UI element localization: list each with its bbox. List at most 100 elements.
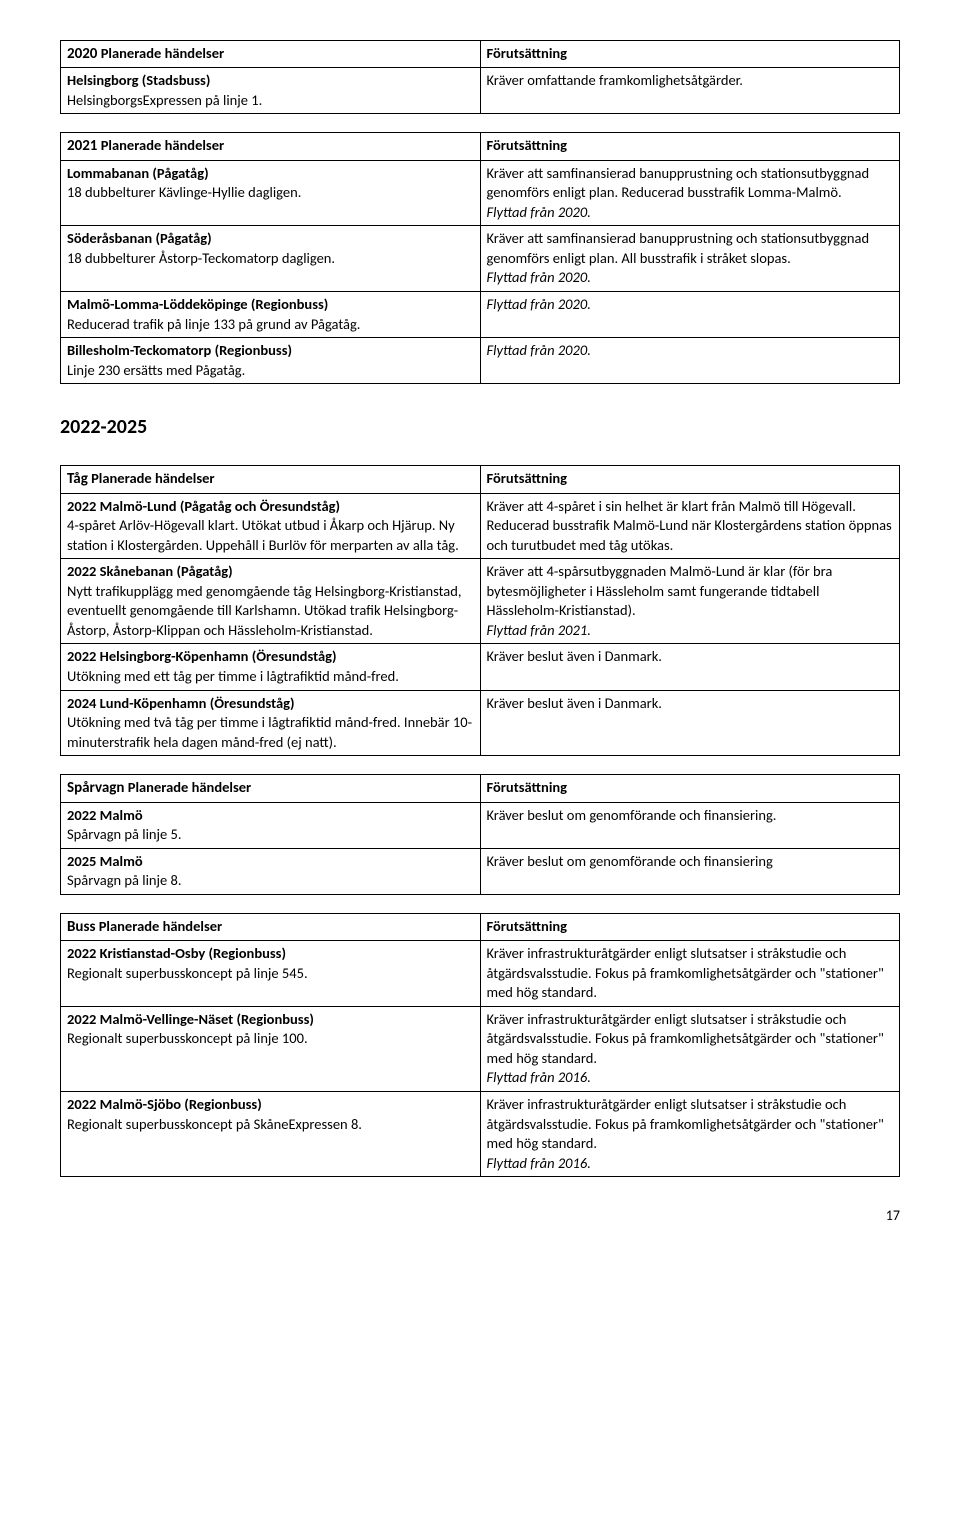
row-italic: Flyttad från 2020.: [487, 203, 894, 223]
header-strong: Spårvagn: [67, 779, 124, 797]
row-title: Helsingborg (Stadsbuss): [67, 71, 474, 91]
cell-left: 2022 Helsingborg-Köpenhamn (Öresundståg)…: [61, 644, 481, 690]
cell-right: Kräver infrastrukturåtgärder enligt slut…: [480, 1091, 900, 1176]
row-body: Reducerad trafik på linje 133 på grund a…: [67, 315, 474, 335]
cell-left: 2022 Kristianstad-Osby (Regionbuss) Regi…: [61, 941, 481, 1007]
row-body: Kräver att samfinansierad banupprustning…: [487, 229, 894, 268]
table-2020: 2020 Planerade händelser Förutsättning H…: [60, 40, 900, 114]
row-body: Utökning med två tåg per timme i lågtraf…: [67, 713, 474, 752]
header-strong: 2021: [67, 137, 97, 155]
row-title: 2025 Malmö: [67, 852, 474, 872]
cell-left: Söderåsbanan (Pågatåg) 18 dubbelturer Ås…: [61, 226, 481, 292]
cell-left: 2024 Lund-Köpenhamn (Öresundståg) Utökni…: [61, 690, 481, 756]
cell-right: Kräver infrastrukturåtgärder enligt slut…: [480, 1006, 900, 1091]
header-strong: Tåg: [67, 470, 88, 488]
table-row: Söderåsbanan (Pågatåg) 18 dubbelturer Ås…: [61, 226, 900, 292]
row-body: Kräver infrastrukturåtgärder enligt slut…: [487, 944, 894, 1003]
cell-left: 2022 Malmö-Sjöbo (Regionbuss) Regionalt …: [61, 1091, 481, 1176]
row-title: Söderåsbanan (Pågatåg): [67, 229, 474, 249]
header-cell: Förutsättning: [480, 466, 900, 493]
row-title: 2022 Malmö: [67, 806, 474, 826]
row-body: Kräver omfattande framkomlighetsåtgärder…: [487, 71, 894, 91]
row-body: Utökning med ett tåg per timme i lågtraf…: [67, 667, 474, 687]
cell-right: Kräver omfattande framkomlighetsåtgärder…: [480, 68, 900, 114]
header-rest: Planerade händelser: [88, 469, 215, 487]
header-cell: Spårvagn Planerade händelser: [61, 775, 481, 802]
row-body: Regionalt superbusskoncept på linje 545.: [67, 964, 474, 984]
table-row: Malmö-Lomma-Löddeköpinge (Regionbuss) Re…: [61, 292, 900, 338]
row-italic: Flyttad från 2020.: [487, 268, 894, 288]
table-row: 2022 Malmö-Vellinge-Näset (Regionbuss) R…: [61, 1006, 900, 1091]
row-body: 4-spåret Arlöv-Högevall klart. Utökat ut…: [67, 516, 474, 555]
header-rest: Planerade händelser: [95, 917, 222, 935]
row-italic: Flyttad från 2016.: [487, 1154, 894, 1174]
cell-left: 2025 Malmö Spårvagn på linje 8.: [61, 848, 481, 894]
row-body: Kräver beslut om genomförande och finans…: [487, 806, 894, 826]
table-row: Billesholm-Teckomatorp (Regionbuss) Linj…: [61, 338, 900, 384]
page-number: 17: [60, 1207, 900, 1226]
table-row: 2025 Malmö Spårvagn på linje 8. Kräver b…: [61, 848, 900, 894]
cell-right: Kräver beslut om genomförande och finans…: [480, 802, 900, 848]
cell-right: Kräver beslut även i Danmark.: [480, 644, 900, 690]
row-body: Linje 230 ersätts med Pågatåg.: [67, 361, 474, 381]
table-row: 2022 Helsingborg-Köpenhamn (Öresundståg)…: [61, 644, 900, 690]
row-title: 2022 Kristianstad-Osby (Regionbuss): [67, 944, 474, 964]
header-strong: Buss: [67, 918, 95, 936]
table-row: 2022 Kristianstad-Osby (Regionbuss) Regi…: [61, 941, 900, 1007]
row-body: Kräver att 4-spåret i sin helhet är klar…: [487, 497, 894, 556]
header-cell: Tåg Planerade händelser: [61, 466, 481, 493]
header-cell: 2021 Planerade händelser: [61, 133, 481, 160]
header-cell: Förutsättning: [480, 133, 900, 160]
cell-left: 2022 Malmö Spårvagn på linje 5.: [61, 802, 481, 848]
table-row: 2022 Skånebanan (Pågatåg) Nytt trafikupp…: [61, 559, 900, 644]
cell-left: Lommabanan (Pågatåg) 18 dubbelturer Kävl…: [61, 160, 481, 226]
table-row: 2024 Lund-Köpenhamn (Öresundståg) Utökni…: [61, 690, 900, 756]
cell-left: Billesholm-Teckomatorp (Regionbuss) Linj…: [61, 338, 481, 384]
row-title: 2022 Skånebanan (Pågatåg): [67, 562, 474, 582]
row-body: Spårvagn på linje 5.: [67, 825, 474, 845]
header-cell: Förutsättning: [480, 913, 900, 940]
table-row: 2022 Malmö-Lund (Pågatåg och Öresundståg…: [61, 493, 900, 559]
row-italic: Flyttad från 2020.: [487, 341, 894, 361]
row-title: 2022 Malmö-Vellinge-Näset (Regionbuss): [67, 1010, 474, 1030]
row-body: Kräver beslut även i Danmark.: [487, 694, 894, 714]
row-body: Kräver att 4-spårsutbyggnaden Malmö-Lund…: [487, 562, 894, 621]
row-body: HelsingborgsExpressen på linje 1.: [67, 91, 474, 111]
cell-right: Flyttad från 2020.: [480, 338, 900, 384]
table-row: 2022 Malmö-Sjöbo (Regionbuss) Regionalt …: [61, 1091, 900, 1176]
header-cell: Förutsättning: [480, 775, 900, 802]
header-cell: Förutsättning: [480, 41, 900, 68]
row-body: 18 dubbelturer Åstorp-Teckomatorp daglig…: [67, 249, 474, 269]
cell-right: Kräver beslut även i Danmark.: [480, 690, 900, 756]
row-body: Kräver beslut även i Danmark.: [487, 647, 894, 667]
row-title: Malmö-Lomma-Löddeköpinge (Regionbuss): [67, 295, 474, 315]
cell-left: Helsingborg (Stadsbuss) HelsingborgsExpr…: [61, 68, 481, 114]
cell-left: Malmö-Lomma-Löddeköpinge (Regionbuss) Re…: [61, 292, 481, 338]
table-buss: Buss Planerade händelser Förutsättning 2…: [60, 913, 900, 1177]
table-row: Helsingborg (Stadsbuss) HelsingborgsExpr…: [61, 68, 900, 114]
table-row: Lommabanan (Pågatåg) 18 dubbelturer Kävl…: [61, 160, 900, 226]
row-italic: Flyttad från 2021.: [487, 621, 894, 641]
cell-right: Kräver att samfinansierad banupprustning…: [480, 226, 900, 292]
row-title: 2022 Helsingborg-Köpenhamn (Öresundståg): [67, 647, 474, 667]
row-body: Regionalt superbusskoncept på linje 100.: [67, 1029, 474, 1049]
cell-right: Kräver att 4-spårsutbyggnaden Malmö-Lund…: [480, 559, 900, 644]
header-rest: Planerade händelser: [97, 44, 224, 62]
row-body: Regionalt superbusskoncept på SkåneExpre…: [67, 1115, 474, 1135]
header-cell: 2020 Planerade händelser: [61, 41, 481, 68]
row-title: Lommabanan (Pågatåg): [67, 164, 474, 184]
cell-right: Kräver att samfinansierad banupprustning…: [480, 160, 900, 226]
table-tag: Tåg Planerade händelser Förutsättning 20…: [60, 465, 900, 756]
row-title: 2022 Malmö-Sjöbo (Regionbuss): [67, 1095, 474, 1115]
cell-right: Kräver infrastrukturåtgärder enligt slut…: [480, 941, 900, 1007]
cell-left: 2022 Skånebanan (Pågatåg) Nytt trafikupp…: [61, 559, 481, 644]
header-rest: Planerade händelser: [97, 136, 224, 154]
header-strong: 2020: [67, 45, 97, 63]
header-rest: Planerade händelser: [124, 778, 251, 796]
row-body: Kräver att samfinansierad banupprustning…: [487, 164, 894, 203]
table-2021: 2021 Planerade händelser Förutsättning L…: [60, 132, 900, 384]
row-body: Nytt trafikupplägg med genomgående tåg H…: [67, 582, 474, 641]
table-row: 2022 Malmö Spårvagn på linje 5. Kräver b…: [61, 802, 900, 848]
row-italic: Flyttad från 2016.: [487, 1068, 894, 1088]
cell-left: 2022 Malmö-Lund (Pågatåg och Öresundståg…: [61, 493, 481, 559]
